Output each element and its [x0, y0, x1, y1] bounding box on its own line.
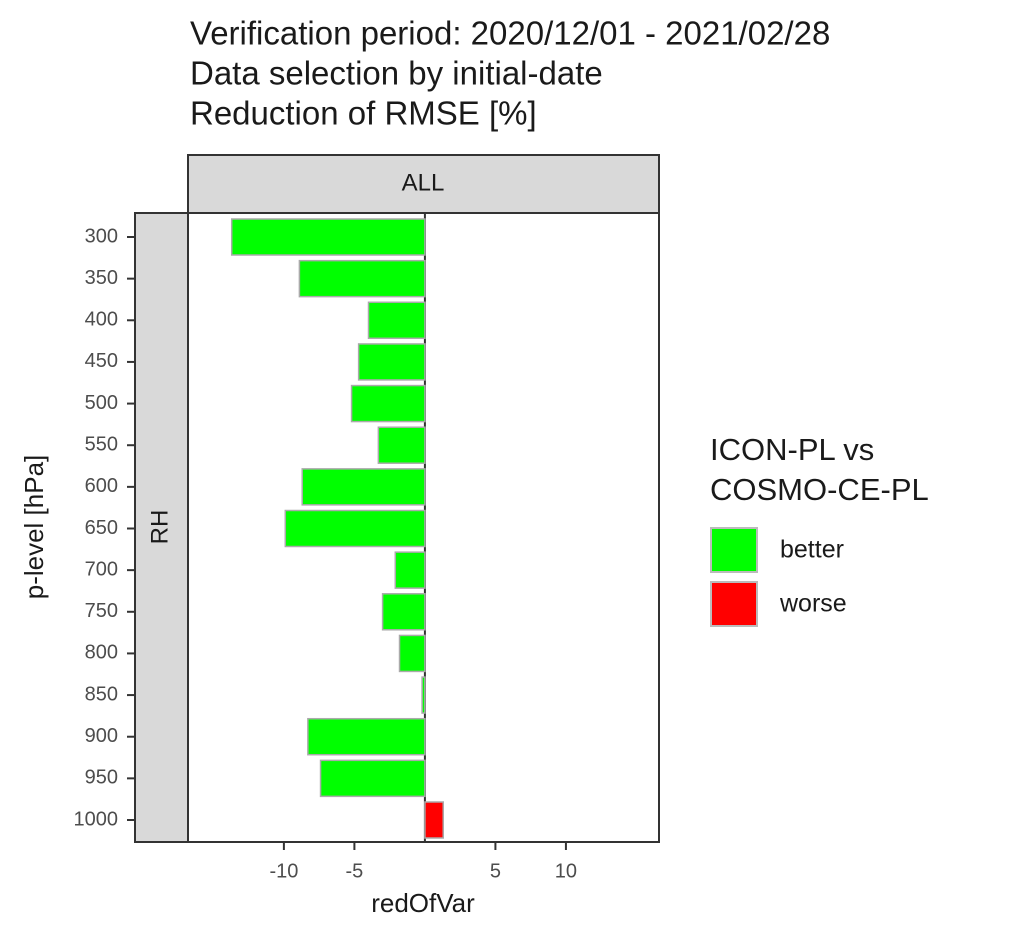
- y-tick-label: 500: [85, 392, 118, 414]
- bar: [357, 343, 426, 381]
- bar: [284, 509, 426, 548]
- y-tick-label: 800: [85, 642, 118, 664]
- bar: [424, 801, 444, 839]
- y-tick-label: 300: [85, 225, 118, 247]
- facet-label: RH: [146, 510, 173, 545]
- y-tick-label: 600: [85, 475, 118, 497]
- x-tick-label: -5: [346, 860, 364, 882]
- legend-label: better: [780, 536, 844, 564]
- legend-label: worse: [779, 590, 847, 618]
- legend-swatch: [710, 527, 758, 573]
- y-tick-label: 450: [85, 350, 118, 372]
- y-tick-label: 900: [85, 725, 118, 747]
- bar: [381, 593, 426, 631]
- chart-title: Data selection by initial-date: [190, 55, 603, 92]
- facet-strip-top: [187, 154, 660, 214]
- bar: [394, 551, 426, 589]
- legend-title: COSMO-CE-PL: [710, 472, 929, 507]
- y-axis-label: p-level [hPa]: [19, 455, 49, 600]
- x-tick-label: -10: [269, 860, 298, 882]
- y-tick-label: 950: [85, 767, 118, 789]
- bar: [377, 426, 426, 464]
- y-tick-label: 400: [85, 309, 118, 331]
- bar: [230, 218, 426, 256]
- chart-title: Reduction of RMSE [%]: [190, 95, 537, 132]
- bar: [398, 634, 426, 673]
- x-tick-label: 5: [490, 860, 501, 882]
- bar: [298, 259, 426, 298]
- bar: [307, 717, 426, 756]
- bar: [421, 676, 426, 714]
- x-tick-label: 10: [555, 860, 577, 882]
- bar: [301, 468, 426, 506]
- y-tick-label: 700: [85, 558, 118, 580]
- chart-title: Verification period: 2020/12/01 - 2021/0…: [190, 15, 830, 52]
- y-tick-label: 1000: [74, 808, 119, 830]
- bar: [367, 301, 426, 340]
- y-tick-label: 350: [85, 267, 118, 289]
- y-tick-label: 750: [85, 600, 118, 622]
- facet-label: ALL: [402, 169, 445, 196]
- bar: [350, 384, 426, 423]
- x-axis-label: redOfVar: [371, 888, 475, 918]
- y-tick-label: 550: [85, 433, 118, 455]
- y-tick-label: 650: [85, 517, 118, 539]
- facet-strip-side: [134, 212, 189, 843]
- y-tick-label: 850: [85, 683, 118, 705]
- legend-title: ICON-PL vs: [710, 432, 874, 467]
- legend-swatch: [710, 581, 758, 627]
- bar: [319, 759, 426, 798]
